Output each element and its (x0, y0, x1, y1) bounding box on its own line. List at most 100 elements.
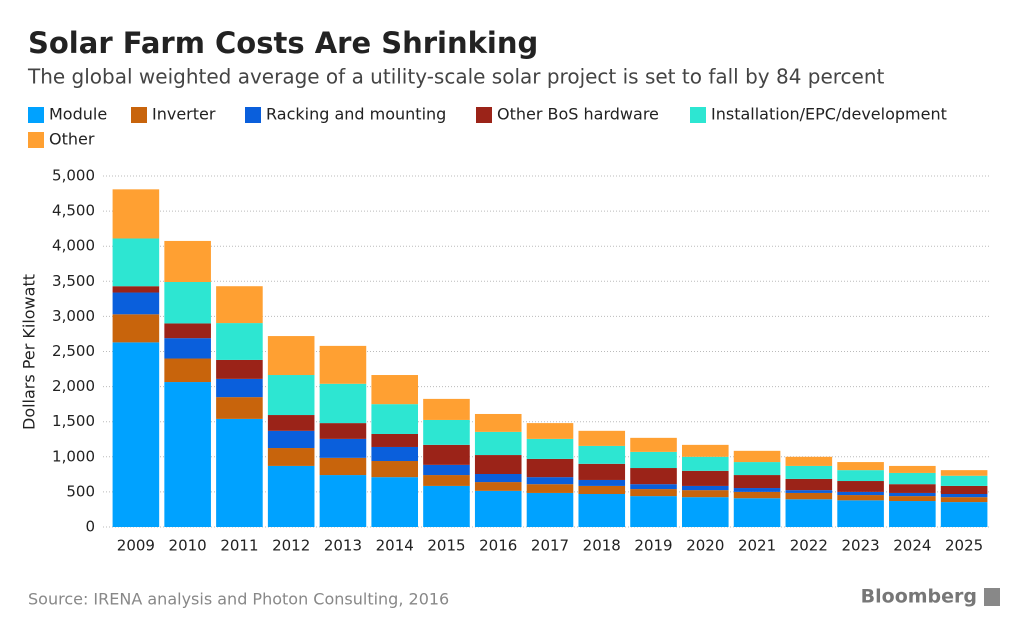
bar-segment (371, 404, 418, 434)
bar-segment (578, 430, 626, 446)
y-tick-label: 5,000 (52, 167, 95, 185)
source: Source: IRENA analysis and Photon Consul… (28, 590, 449, 609)
bar-segment (216, 378, 263, 398)
x-tick-label: 2015 (427, 537, 465, 555)
y-tick-label: 2,500 (52, 342, 95, 360)
bar-segment (112, 314, 160, 343)
bar-segment (474, 473, 522, 483)
bar-segment (940, 485, 988, 495)
bar-segment (319, 457, 367, 476)
bar-segment (630, 484, 677, 490)
x-tick-label: 2012 (272, 537, 310, 555)
y-axis-label: Dollars Per Kilowatt (20, 274, 39, 430)
y-tick-label: 4,500 (52, 202, 95, 220)
y-tick-label: 1,000 (52, 447, 95, 465)
legend-label: Other (49, 130, 95, 149)
bar-segment (164, 358, 211, 383)
legend-swatch (476, 107, 492, 123)
x-tick-label: 2013 (324, 537, 362, 555)
bar-segment (319, 475, 367, 527)
bar-segment (112, 342, 160, 527)
bar-segment (267, 465, 315, 527)
bar-segment (785, 492, 833, 500)
bar-segment (682, 490, 729, 498)
bar-segment (682, 456, 729, 471)
x-tick-label: 2020 (686, 537, 724, 555)
legend-label: Other BoS hardware (497, 105, 659, 124)
legend-label: Racking and mounting (266, 105, 446, 124)
bar-segment (526, 477, 574, 485)
bar-segment (423, 419, 470, 445)
bar-segment (889, 501, 936, 527)
bar-segment (526, 484, 574, 493)
bar-segment (112, 189, 160, 239)
bar-segment (371, 477, 418, 527)
x-tick-label: 2023 (841, 537, 879, 555)
bar-segment (578, 445, 626, 464)
bar-segment (785, 456, 833, 466)
bar-segment (733, 475, 781, 489)
bar-segment (112, 286, 160, 293)
bar-segment (371, 446, 418, 462)
bar-segment (216, 359, 263, 379)
bar-segment (112, 292, 160, 315)
x-tick-label: 2025 (945, 537, 983, 555)
bar-segment (164, 382, 211, 527)
bar-segment (526, 438, 574, 459)
brand-icon (984, 588, 1000, 606)
bar-segment (837, 470, 884, 482)
legend-swatch (131, 107, 147, 123)
bar-segment (267, 415, 315, 431)
bar-segment (940, 497, 988, 503)
bar-segment (423, 464, 470, 476)
bar-segment (423, 485, 470, 527)
chart-title: Solar Farm Costs Are Shrinking (28, 26, 538, 60)
bar-segment (889, 492, 936, 497)
brand: Bloomberg (861, 586, 977, 608)
bar-segment (164, 323, 211, 339)
bar-segment (371, 433, 418, 447)
bar-segment (889, 465, 936, 473)
legend-label: Installation/EPC/development (711, 105, 947, 124)
chart-subtitle: The global weighted average of a utility… (27, 65, 885, 89)
bar-segment (578, 494, 626, 527)
bar-segment (837, 491, 884, 496)
bar-segment (164, 338, 211, 359)
bar-segment (474, 413, 522, 432)
bar-segment (319, 345, 367, 384)
legend-swatch (690, 107, 706, 123)
bar-segment (630, 489, 677, 497)
bar-segment (733, 491, 781, 499)
bar-segment (526, 423, 574, 439)
x-tick-label: 2024 (893, 537, 931, 555)
bar-segment (889, 472, 936, 485)
bar-segment (733, 462, 781, 476)
bar-segment (940, 475, 988, 486)
bar-segment (267, 430, 315, 449)
y-tick-label: 500 (66, 482, 95, 500)
x-tick-label: 2011 (220, 537, 258, 555)
bar-segment (578, 479, 626, 486)
bar-segment (319, 423, 367, 439)
bar-segment (733, 498, 781, 527)
x-tick-label: 2019 (634, 537, 672, 555)
bar-segment (216, 397, 263, 419)
bar-segment (630, 468, 677, 485)
x-tick-label: 2010 (169, 537, 207, 555)
legend-label: Module (49, 105, 107, 124)
x-tick-label: 2009 (117, 537, 155, 555)
x-tick-label: 2017 (531, 537, 569, 555)
bar-segment (164, 240, 211, 283)
bar-segment (526, 458, 574, 478)
bar-segment (682, 497, 729, 527)
y-tick-label: 3,000 (52, 307, 95, 325)
bar-segment (682, 470, 729, 486)
bar-segment (371, 375, 418, 405)
legend-label: Inverter (152, 105, 216, 124)
x-tick-label: 2016 (479, 537, 517, 555)
y-tick-label: 2,000 (52, 377, 95, 395)
y-tick-label: 1,500 (52, 412, 95, 430)
legend-swatch (245, 107, 261, 123)
bar-segment (733, 450, 781, 463)
